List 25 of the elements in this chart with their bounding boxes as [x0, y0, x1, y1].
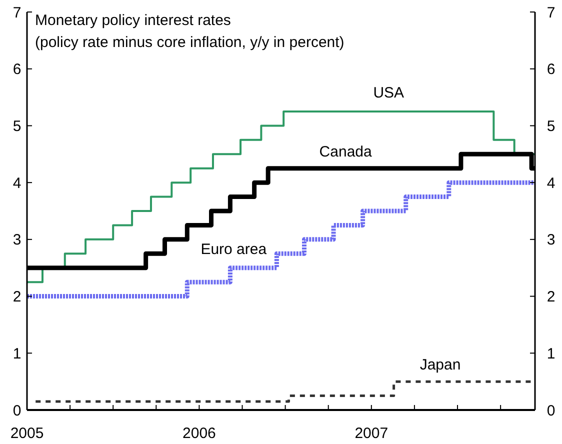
- y2-tick-label: 3: [546, 232, 556, 249]
- x-tick-label: 2007: [354, 425, 388, 442]
- y2-tick-label: 7: [546, 4, 556, 22]
- y-tick-label: 2: [12, 288, 22, 306]
- series-label: Euro area: [200, 240, 268, 258]
- y-tick-label: 7: [12, 4, 22, 22]
- y2-tick-label: 5: [546, 118, 556, 135]
- chart-title: Monetary policy interest rates: [35, 12, 231, 29]
- y-tick-label: 6: [12, 61, 22, 78]
- y2-tick-label: 1: [546, 345, 556, 362]
- x-tick-label: 2006: [182, 425, 216, 442]
- y-tick-label: 5: [12, 118, 22, 135]
- series-label: USA: [373, 84, 404, 102]
- y2-tick-label: 0: [546, 402, 556, 420]
- x-tick-label: 2005: [10, 425, 44, 442]
- series-label: Canada: [319, 143, 373, 160]
- text: (policy rate minus core inflation, y/y in percent): [35, 34, 344, 51]
- y-tick-label: 0: [12, 402, 22, 420]
- y2-tick-label: 2: [546, 288, 556, 306]
- y-tick-label: 3: [12, 232, 22, 249]
- y2-tick-label: 4: [546, 174, 556, 192]
- y-tick-label: 4: [12, 174, 22, 192]
- y2-tick-label: 6: [546, 61, 556, 78]
- series-label: Japan: [420, 356, 461, 374]
- y-tick-label: 1: [12, 345, 22, 362]
